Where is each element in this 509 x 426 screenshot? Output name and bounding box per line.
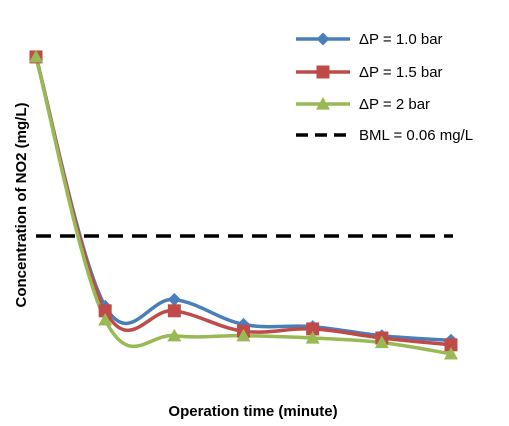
data-point-series-3 bbox=[29, 49, 43, 63]
x-axis-title: Operation time (minute) bbox=[168, 403, 337, 420]
data-point-series-3 bbox=[167, 328, 182, 342]
data-point-series-2 bbox=[98, 304, 112, 318]
data-point-series-2 bbox=[444, 338, 458, 352]
legend-marker-1 bbox=[316, 32, 330, 46]
data-point-series-3 bbox=[374, 335, 389, 349]
legend-label-1: ΔP = 1.0 bar bbox=[359, 31, 443, 48]
legend: ΔP = 1.0 bar ΔP = 1.5 bar ΔP = 2 bar BML = … bbox=[296, 31, 473, 144]
legend-label-3: ΔP = 2 bar bbox=[359, 96, 430, 113]
y-axis-title: Concentration of NO2 (mg/L) bbox=[13, 103, 30, 308]
data-point-series-3 bbox=[444, 346, 458, 360]
data-point-series-3 bbox=[236, 328, 251, 342]
data-point-series-2 bbox=[167, 304, 181, 318]
data-point-series-3 bbox=[98, 312, 113, 326]
legend-label-bml: BML = 0.06 mg/L bbox=[359, 127, 473, 144]
data-point-series-3 bbox=[305, 331, 320, 344]
data-point-series-2 bbox=[306, 322, 320, 336]
legend-label-2: ΔP = 1.5 bar bbox=[359, 64, 443, 81]
series-line-3 bbox=[34, 55, 453, 356]
plot-area bbox=[29, 49, 458, 360]
legend-marker-3 bbox=[316, 97, 330, 110]
legend-marker-2 bbox=[316, 65, 330, 79]
data-point-series-1 bbox=[167, 292, 181, 306]
